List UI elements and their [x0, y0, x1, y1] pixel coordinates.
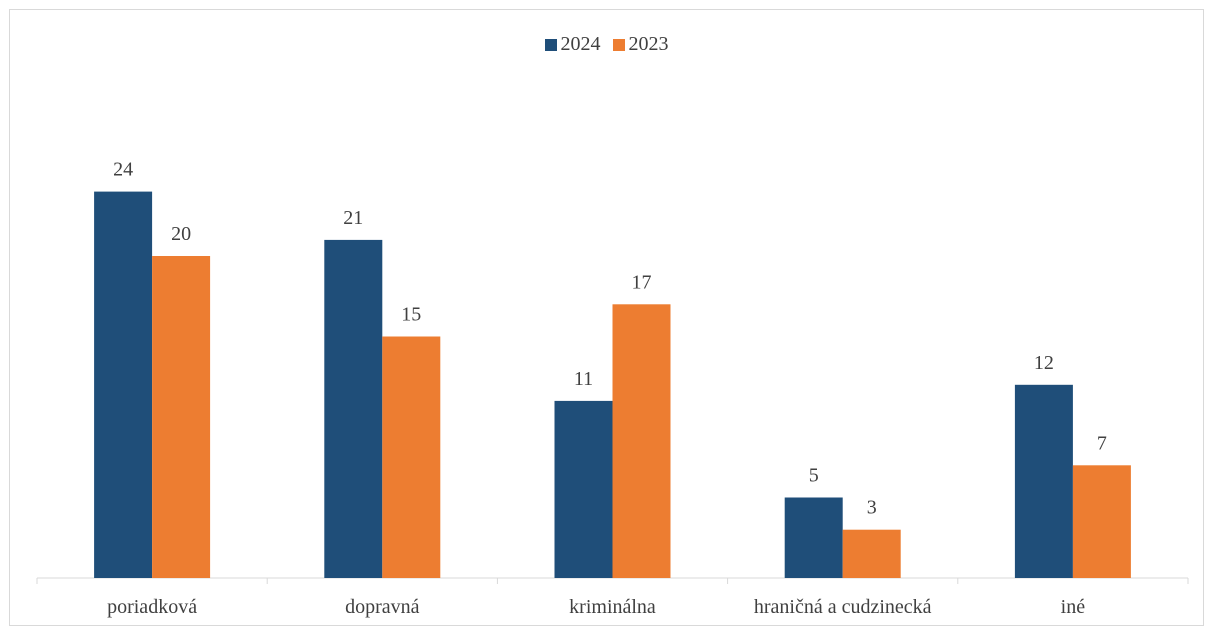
bar-2023-0: [152, 256, 211, 578]
bar-2024-0: [94, 191, 153, 578]
category-label-3: hraničná a cudzinecká: [754, 596, 932, 618]
category-label-4: iné: [1061, 596, 1086, 618]
data-label-2023-4: 7: [1097, 432, 1107, 454]
category-label-0: poriadková: [107, 596, 197, 618]
bar-2023-4: [1072, 465, 1131, 578]
data-label-2023-1: 15: [401, 304, 421, 326]
data-label-2023-2: 17: [632, 271, 652, 293]
bar-2024-2: [554, 400, 613, 578]
data-label-2023-0: 20: [171, 223, 191, 245]
chart-frame: [9, 9, 1204, 626]
data-label-2024-3: 5: [809, 465, 819, 487]
data-label-2024-2: 11: [574, 368, 593, 390]
legend-label-2024: 2024: [560, 33, 601, 55]
bar-2023-3: [842, 529, 901, 578]
legend-item-2024: 2024: [544, 33, 601, 56]
data-label-2024-4: 12: [1034, 352, 1054, 374]
legend: 2024 2023: [0, 33, 1213, 56]
legend-swatch-2024: [544, 38, 557, 51]
data-label-2024-0: 24: [113, 159, 133, 181]
bar-2023-1: [382, 336, 441, 578]
bar-2024-3: [784, 497, 843, 578]
bar-2023-2: [612, 304, 671, 578]
legend-item-2023: 2023: [612, 33, 669, 56]
bar-2024-4: [1014, 384, 1073, 578]
legend-label-2023: 2023: [628, 33, 669, 55]
data-label-2023-3: 3: [867, 497, 877, 519]
category-label-1: dopravná: [345, 596, 420, 618]
legend-swatch-2023: [612, 38, 625, 51]
category-label-2: kriminálna: [569, 596, 656, 618]
bar-2024-1: [324, 239, 383, 578]
data-label-2024-1: 21: [343, 207, 363, 229]
